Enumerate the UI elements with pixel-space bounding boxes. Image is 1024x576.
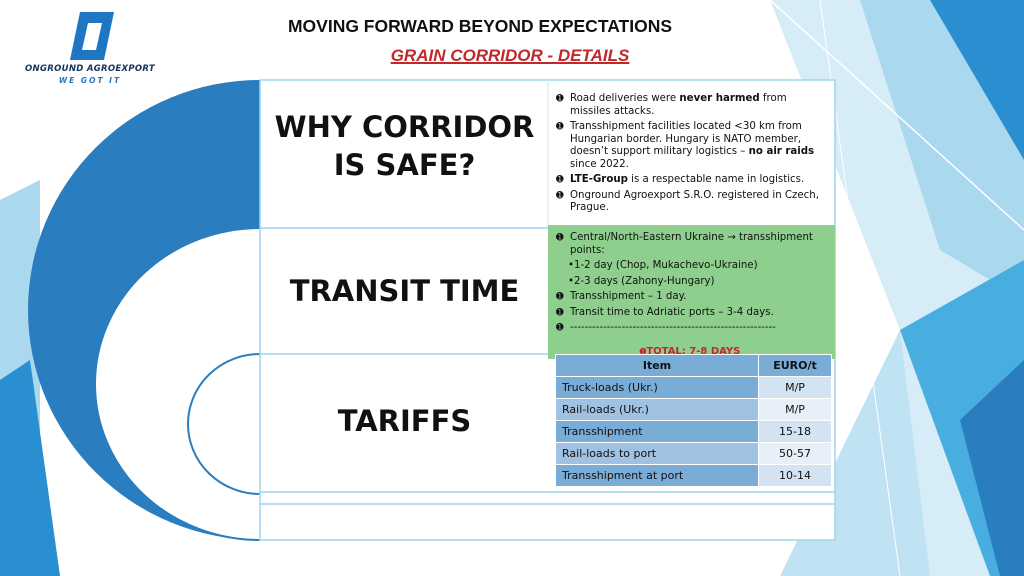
transit-point: Transshipment – 1 day. [556,291,824,304]
stylized-letter-o-logo-icon [70,12,114,60]
why-safe-point: LTE-Group is a respectable name in logis… [556,174,824,187]
transit-separator: ----------------------------------------… [556,322,824,335]
transit-total: ➊TOTAL: 7-8 DAYS [639,346,741,356]
tariff-item: Rail-loads (Ukr.) [555,398,759,421]
tariff-item: Transshipment [555,420,759,443]
brand-name: ONGROUND AGROEXPORT [25,64,155,74]
tariff-item: Rail-loads to port [555,442,759,465]
why-safe-point: Road deliveries were never harmed from m… [556,93,824,118]
table-row: Rail-loads (Ukr.) M/P [555,398,832,421]
tariff-item: Transshipment at port [555,464,759,487]
tariff-value: 15-18 [758,420,832,443]
transit-time-bullet-list: Central/North-Eastern Ukraine → transshi… [556,232,824,338]
why-safe-bullet-list: Road deliveries were never harmed from m… [556,93,824,218]
transit-subpoint: 1-2 day (Chop, Mukachevo-Ukraine) [556,260,824,273]
section-label-why-safe: WHY CORRIDOR IS SAFE? [274,110,535,182]
column-header-euro-per-ton: EURO/t [758,354,832,377]
table-row: Rail-loads to port 50-57 [555,442,832,465]
brand-tagline: WE GOT IT [58,76,122,85]
tariff-value: M/P [758,398,832,421]
table-row: Transshipment 15-18 [555,420,832,443]
transit-point: Transit time to Adriatic ports – 3-4 day… [556,307,824,320]
tariff-value: M/P [758,376,832,399]
page-title: MOVING FORWARD BEYOND EXPECTATIONS [287,16,673,36]
transit-intro: Central/North-Eastern Ukraine → transshi… [556,232,824,257]
tariff-value: 50-57 [758,442,832,465]
tariff-value: 10-14 [758,464,832,487]
why-safe-point: Transshipment facilities located <30 km … [556,121,824,171]
column-header-item: Item [555,354,759,377]
table-header-row: Item EURO/t [555,354,832,377]
section-label-tariffs: TARIFFS [337,404,472,438]
why-safe-point: Onground Agroexport S.R.O. registered in… [556,190,824,215]
section-label-transit-time: TRANSIT TIME [289,274,520,308]
tariff-item: Truck-loads (Ukr.) [555,376,759,399]
table-row: Truck-loads (Ukr.) M/P [555,376,832,399]
page-subtitle: GRAIN CORRIDOR - DETAILS [390,46,630,65]
transit-subpoint: 2-3 days (Zahony-Hungary) [556,276,824,289]
tariffs-table: Item EURO/t Truck-loads (Ukr.) M/P Rail-… [555,354,832,487]
table-row: Transshipment at port 10-14 [555,464,832,487]
